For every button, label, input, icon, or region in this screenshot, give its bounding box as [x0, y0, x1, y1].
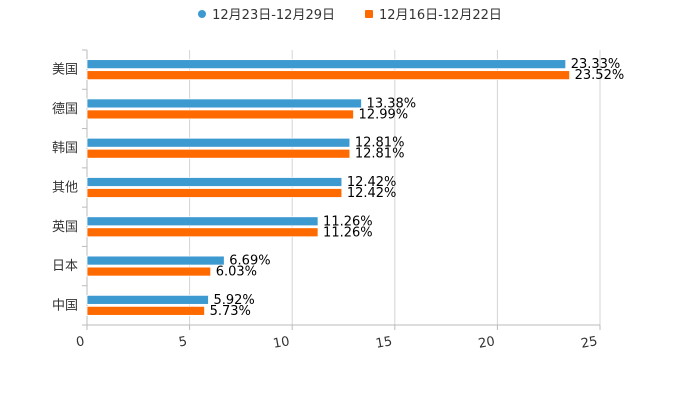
legend-marker-series-1: [198, 9, 207, 18]
x-tick-label-4: 20: [477, 334, 496, 352]
data-label-series-2-1: 12.99%: [359, 107, 409, 122]
data-label-series-1-2: 12.81%: [355, 136, 405, 151]
bar-series-1-2: [86, 137, 351, 148]
data-label-series-2-2: 12.81%: [355, 147, 405, 162]
data-label-series-1-0: 23.33%: [571, 57, 621, 72]
data-label-series-1-6: 5.92%: [213, 293, 254, 308]
bar-series-2-3: [86, 188, 343, 198]
data-label-series-2-3: 12.42%: [347, 186, 397, 201]
data-label-series-2-4: 11.26%: [323, 225, 373, 240]
bar-series-2-2: [86, 148, 351, 159]
legend-marker-series-2: [365, 9, 373, 18]
bar-series-2-1: [86, 109, 354, 120]
data-label-series-1-3: 12.42%: [347, 175, 397, 190]
bar-series-1-4: [86, 216, 319, 227]
legend-label-series-2: 12月16日-12月22日: [379, 8, 502, 23]
legend-item-series-1[interactable]: 12月23日-12月29日: [198, 4, 335, 23]
category-label-6: 中国: [52, 298, 78, 313]
category-label-2: 韩国: [52, 141, 78, 156]
category-label-0: 美国: [52, 63, 78, 78]
x-tick-label-0: 0: [75, 334, 86, 350]
bar-series-2-6: [86, 305, 205, 316]
data-label-series-1-1: 13.38%: [367, 96, 417, 111]
category-label-3: 其他: [52, 181, 78, 196]
x-tick-label-5: 25: [580, 334, 599, 352]
bar-series-1-1: [86, 98, 362, 109]
category-label-5: 日本: [52, 259, 78, 274]
category-label-4: 英国: [52, 220, 78, 235]
legend: 12月23日-12月29日 12月16日-12月22日: [0, 4, 700, 23]
x-tick-label-2: 10: [272, 334, 291, 352]
data-label-series-1-4: 11.26%: [323, 214, 373, 229]
data-label-series-2-0: 23.52%: [575, 68, 625, 83]
bar-series-1-5: [86, 255, 225, 266]
bar-series-1-3: [86, 177, 343, 187]
legend-label-series-1: 12月23日-12月29日: [212, 8, 335, 23]
bar-series-1-6: [86, 294, 209, 305]
bar-series-2-4: [86, 227, 319, 238]
data-label-series-2-6: 5.73%: [210, 304, 251, 319]
data-label-series-1-5: 6.69%: [229, 254, 270, 269]
legend-item-series-2[interactable]: 12月16日-12月22日: [365, 4, 502, 23]
bar-series-1-0: [86, 59, 567, 70]
x-tick-label-1: 5: [178, 334, 189, 350]
category-label-1: 德国: [52, 102, 78, 117]
data-label-series-2-5: 6.03%: [216, 265, 257, 280]
bar-series-2-5: [86, 266, 212, 277]
x-tick-label-3: 15: [375, 334, 394, 352]
bar-series-2-0: [86, 70, 571, 81]
